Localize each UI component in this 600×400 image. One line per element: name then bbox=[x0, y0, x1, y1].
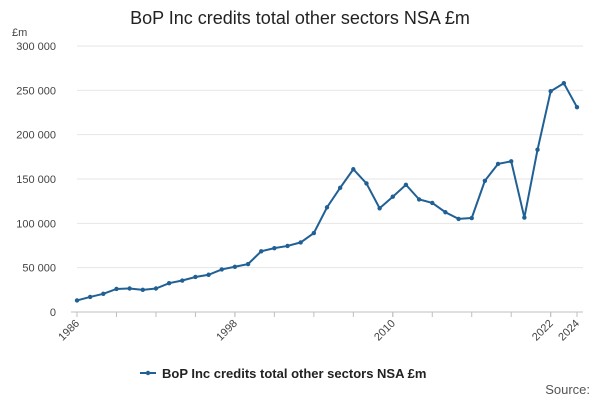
data-point-1987 bbox=[87, 294, 93, 300]
data-point-2004 bbox=[311, 230, 317, 236]
data-point-2023 bbox=[561, 81, 567, 86]
legend: BoP Inc credits total other sectors NSA … bbox=[140, 366, 426, 381]
data-point-1999 bbox=[245, 261, 251, 267]
y-axis-unit-label: £m bbox=[12, 27, 27, 39]
data-point-2019 bbox=[509, 159, 514, 164]
data-point-2002 bbox=[285, 243, 290, 249]
data-point-1991 bbox=[140, 287, 145, 293]
data-point-1995 bbox=[193, 274, 198, 280]
data-point-2024 bbox=[574, 104, 580, 110]
data-point-2022 bbox=[548, 89, 553, 94]
data-point-2014 bbox=[443, 210, 448, 215]
data-point-2005 bbox=[324, 205, 330, 210]
data-point-2016 bbox=[469, 215, 474, 221]
data-point-1996 bbox=[206, 272, 211, 277]
x-tick-label: 2022 bbox=[530, 318, 556, 344]
data-point-1997 bbox=[219, 267, 224, 272]
data-point-2017 bbox=[482, 178, 488, 183]
y-tick-label: 50 000 bbox=[22, 263, 56, 275]
source-label: Source: bbox=[545, 382, 590, 397]
data-point-2011 bbox=[403, 182, 409, 187]
data-point-1990 bbox=[127, 286, 132, 291]
y-tick-label: 300 000 bbox=[16, 41, 56, 53]
x-tick-label: 1998 bbox=[214, 318, 240, 344]
data-point-1992 bbox=[153, 286, 159, 291]
data-point-2008 bbox=[364, 181, 369, 186]
y-tick-label: 0 bbox=[50, 307, 56, 319]
x-tick-label: 2010 bbox=[372, 318, 398, 344]
data-point-1989 bbox=[114, 286, 119, 292]
data-point-2006 bbox=[337, 185, 343, 191]
legend-label: BoP Inc credits total other sectors NSA … bbox=[162, 366, 426, 381]
data-point-2000 bbox=[259, 249, 264, 254]
data-point-2018 bbox=[495, 161, 501, 167]
data-point-2013 bbox=[430, 200, 435, 206]
data-point-2007 bbox=[351, 167, 356, 172]
y-axis-tick-labels: 0 50 000 100 000 150 000 200 000 250 000 300 0… bbox=[16, 41, 56, 319]
data-point-2009 bbox=[377, 206, 382, 211]
data-point-2012 bbox=[416, 197, 422, 202]
data-point-1994 bbox=[180, 278, 185, 283]
y-tick-label: 200 000 bbox=[16, 130, 56, 142]
data-point-2021 bbox=[535, 147, 540, 152]
data-point-2010 bbox=[390, 194, 395, 199]
y-tick-label: 250 000 bbox=[16, 85, 56, 97]
series-layer bbox=[74, 81, 580, 303]
y-tick-label: 100 000 bbox=[16, 218, 56, 230]
x-axis-ticks: 1986 1998 2010 2022 2024 bbox=[56, 312, 582, 343]
data-point-2020 bbox=[522, 215, 527, 220]
data-point-1993 bbox=[166, 280, 172, 286]
y-tick-label: 150 000 bbox=[16, 174, 56, 186]
data-point-2001 bbox=[272, 245, 277, 251]
data-point-2015 bbox=[456, 216, 461, 222]
data-point-1998 bbox=[232, 264, 238, 269]
x-tick-label: 1986 bbox=[56, 318, 82, 344]
data-point-1986 bbox=[74, 298, 80, 303]
gridlines bbox=[77, 45, 583, 269]
legend-marker bbox=[145, 370, 151, 376]
data-point-2003 bbox=[298, 240, 303, 245]
x-tick-label: 2024 bbox=[556, 318, 582, 344]
data-point-1988 bbox=[101, 291, 106, 297]
chart-title: BoP Inc credits total other sectors NSA … bbox=[130, 8, 470, 28]
